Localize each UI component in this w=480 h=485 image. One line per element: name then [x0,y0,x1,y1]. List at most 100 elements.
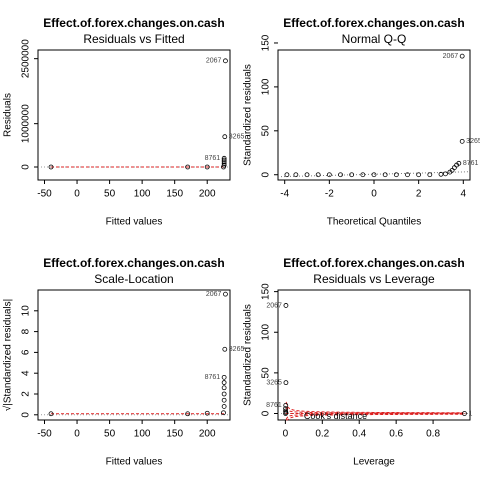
point [185,411,191,417]
x-axis-label: Theoretical Quantiles [327,217,422,228]
point [223,58,228,64]
point [371,172,377,178]
y-tick-label: 100 [261,323,272,340]
point [416,172,422,178]
chart-subtitle: Scale-Location [94,272,173,286]
point [451,165,457,171]
point [456,160,462,166]
point [223,291,228,297]
point-label: 8761 [205,374,221,381]
y-tick-label: 4 [21,370,32,376]
y-tick-label: 50 [261,367,272,379]
point-label: 8761 [205,155,221,162]
x-tick-label: -4 [280,189,289,200]
point-label: 3265 [266,379,282,386]
point [382,172,388,178]
plot-box [37,289,231,421]
point [222,346,228,352]
x-tick-label: 0.4 [352,429,366,440]
cooks-label: Cook's distance [304,411,367,421]
point [221,380,227,385]
point-label: 2067 [206,58,222,65]
point [221,404,227,409]
point [204,410,210,416]
point [338,172,343,178]
point [48,411,54,417]
x-tick-label: 150 [166,429,183,440]
x-tick-label: 0 [283,429,289,440]
point [283,303,289,308]
qq-line [277,171,471,178]
y-tick-label: 0 [21,164,32,170]
x-tick-label: 100 [134,189,151,200]
point [221,161,227,166]
x-tick-label: 200 [199,189,216,200]
point [185,164,191,170]
chart-title: Effect.of.forex.changes.on.cash [283,16,464,30]
y-tick-label: 0 [261,172,272,178]
point [293,172,299,178]
chart-title: Effect.of.forex.changes.on.cash [43,16,224,30]
point [48,164,54,170]
y-tick-label: 150 [261,283,272,300]
y-tick-label: 10 [21,305,32,317]
x-tick-label: -2 [325,189,334,200]
x-tick-label: 0.8 [426,429,440,440]
point [326,172,332,178]
cooks-curve [285,401,464,414]
x-tick-label: 50 [104,429,116,440]
point [221,410,226,416]
point [221,374,227,380]
y-tick-label: 50 [261,125,272,137]
point [283,410,289,416]
x-tick-label: 200 [199,429,216,440]
point-label: 1 [468,410,472,417]
chart-subtitle: Normal Q-Q [342,32,407,46]
chart-subtitle: Residuals vs Leverage [313,272,435,286]
chart-title: Effect.of.forex.changes.on.cash [283,256,464,270]
x-tick-label: 0.2 [315,429,329,440]
point [427,172,433,178]
x-tick-label: 100 [134,429,151,440]
point-label: 2067 [266,302,282,309]
y-axis-label: Standardized residuals [243,64,254,166]
point [405,172,410,178]
point [438,171,444,177]
point [443,171,448,177]
point [221,162,227,168]
x-tick-label: 0 [74,189,80,200]
point-label: 8761 [266,402,282,409]
x-axis-label: Fitted values [106,457,163,468]
point [221,155,227,161]
point [221,159,227,165]
x-tick-label: 0 [371,189,377,200]
chart-subtitle: Residuals vs Fitted [83,32,184,46]
y-tick-label: 0 [261,410,272,416]
cooks-curve [285,407,464,414]
point [459,138,465,144]
point [221,391,227,397]
x-tick-label: 50 [104,189,116,200]
plot-box [277,49,471,181]
point [221,157,227,163]
y-axis-label: Residuals [3,93,14,137]
y-axis-label: Standardized residuals [243,304,254,406]
point [459,53,465,59]
plot-box [277,289,471,421]
y-tick-label: 2 [21,391,32,397]
point [283,380,289,386]
point-label: 3265 [466,138,480,145]
point [204,164,210,170]
y-tick-label: 1000000 [21,104,32,143]
point-label: 2067 [206,291,222,298]
point [284,172,290,178]
point [304,172,310,178]
point [349,172,355,178]
y-axis-label: √|Standardized residuals| [2,299,14,411]
point [222,134,228,140]
point [221,385,227,391]
x-tick-label: 2 [416,189,422,200]
x-tick-label: -50 [37,429,52,440]
y-tick-label: 0 [21,412,32,418]
x-tick-label: 0 [74,429,80,440]
